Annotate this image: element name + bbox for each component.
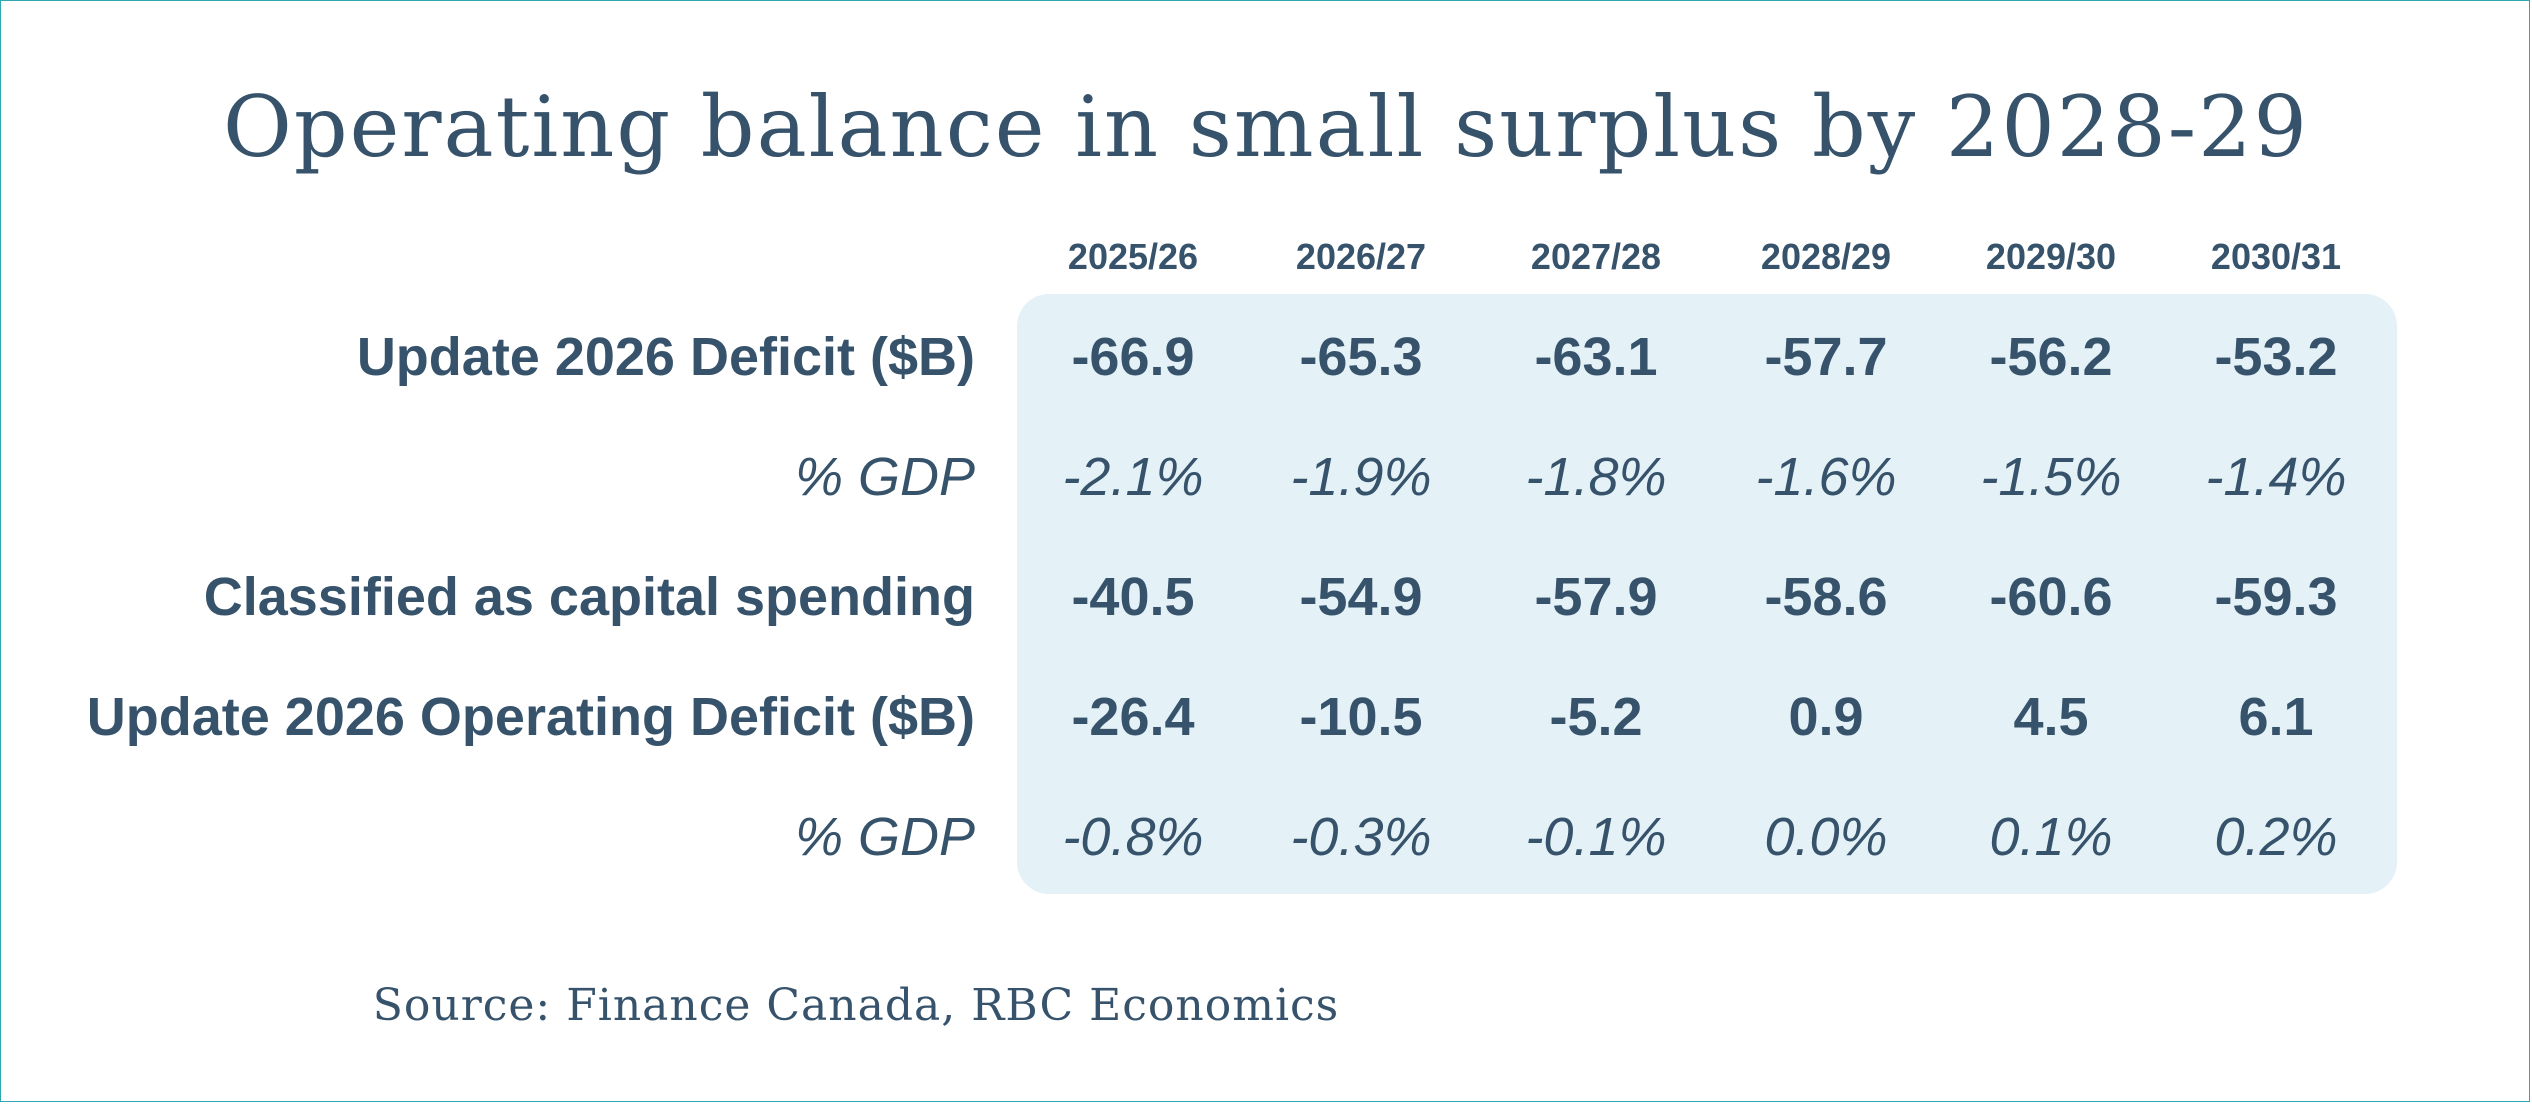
table-cell: -1.8% (1525, 447, 1667, 507)
table-cell: -59.3 (2214, 567, 2338, 627)
table-cell: -1.5% (1980, 447, 2122, 507)
row-label: Update 2026 Deficit ($B) (356, 327, 975, 387)
table-cell: -60.6 (1989, 567, 2113, 627)
table-cell: -1.4% (2205, 447, 2347, 507)
table-cell: -58.6 (1764, 567, 1888, 627)
table-cell: 0.2% (2214, 807, 2338, 867)
column-header: 2028/29 (1760, 236, 1892, 277)
column-header: 2030/31 (2210, 236, 2342, 277)
table-cell: 4.5 (2013, 687, 2089, 747)
row-label: % GDP (794, 447, 975, 507)
table-cell: -0.3% (1290, 807, 1432, 867)
row-label: Classified as capital spending (203, 567, 975, 627)
table-cell: 0.0% (1764, 807, 1888, 867)
table-cell: -40.5 (1071, 567, 1195, 627)
row-label: Update 2026 Operating Deficit ($B) (86, 687, 975, 747)
table-cell: -5.2 (1549, 687, 1643, 747)
table-cell: -0.8% (1062, 807, 1204, 867)
table-cell: -57.7 (1764, 327, 1888, 387)
table-cell: -66.9 (1071, 327, 1195, 387)
table-cell: -63.1 (1534, 327, 1658, 387)
column-header: 2027/28 (1530, 236, 1662, 277)
table-cell: -54.9 (1299, 567, 1423, 627)
chart-title: Operating balance in small surplus by 20… (223, 78, 2309, 176)
table-cell: 0.9 (1788, 687, 1864, 747)
table-cell: 6.1 (2238, 687, 2314, 747)
table-cell: -2.1% (1062, 447, 1204, 507)
table-cell: -1.9% (1290, 447, 1432, 507)
table-cell: -1.6% (1755, 447, 1897, 507)
source-note: Source: Finance Canada, RBC Economics (372, 980, 1340, 1031)
table-cell: -53.2 (2214, 327, 2338, 387)
column-header: 2026/27 (1295, 236, 1427, 277)
table-cell: -56.2 (1989, 327, 2113, 387)
table-cell: -57.9 (1534, 567, 1658, 627)
table-cell: -10.5 (1299, 687, 1423, 747)
column-header: 2025/26 (1067, 236, 1199, 277)
table-cell: -65.3 (1299, 327, 1423, 387)
table-cell: -0.1% (1525, 807, 1667, 867)
row-label: % GDP (794, 807, 975, 867)
table-panel (1017, 294, 2397, 894)
table-cell: -26.4 (1071, 687, 1195, 747)
table-cell: 0.1% (1989, 807, 2113, 867)
column-header: 2029/30 (1985, 236, 2117, 277)
